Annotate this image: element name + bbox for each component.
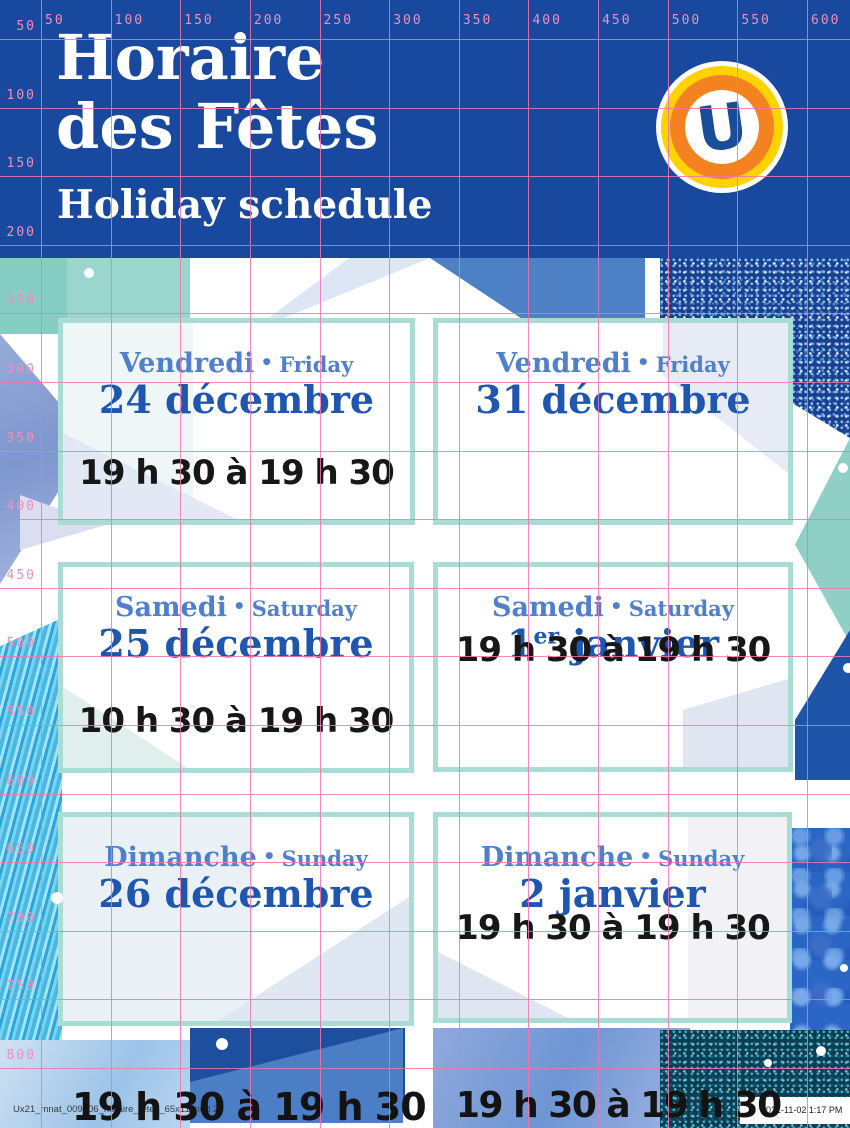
card-day-line: Vendredi • Friday [63,348,410,379]
card-day-line: Dimanche • Sunday [438,842,787,873]
day-english: Sunday [281,846,368,871]
day-english: Friday [655,352,730,377]
date-sup: er [533,623,560,650]
bullet-separator: • [260,350,274,374]
card-day-line: Dimanche • Sunday [63,842,409,873]
poster-title-line2: des Fêtes [56,90,379,163]
day-french: Dimanche [104,842,257,873]
confetti-dot [840,964,848,972]
day-english: Friday [279,352,354,377]
card-date: 24 décembre [63,377,410,422]
grid-hline [0,793,850,795]
collage-watercolor-bottom-left [0,1040,190,1128]
collage-teal-block-a [0,258,68,334]
day-english: Saturday [251,596,357,621]
bullet-separator: • [639,844,653,868]
proof-filename-slug: Ux21_mnat_009_06_horaire_fetes_65x11.ind… [13,1104,219,1115]
timestamp-chip [740,1097,850,1124]
poster-title-line1: Horaire [56,21,325,94]
collage-cyan-brush-texture [0,618,62,1088]
card-time: 19 h 30 à 19 h 30 [79,453,395,493]
bullet-separator: • [636,350,650,374]
date-main: 2 janvier [519,871,706,916]
card-date: 25 décembre [63,621,409,666]
confetti-dot [843,663,850,673]
confetti-dot [838,463,848,473]
overflow-time-right: 19 h 30 à 19 h 30 [455,1085,782,1126]
card-time: 10 h 30 à 19 h 30 [78,701,395,741]
card-day-line: Vendredi • Friday [438,348,788,379]
card-date: 31 décembre [438,377,788,422]
date-main: 25 décembre [98,621,374,666]
confetti-dot [216,1038,228,1050]
schedule-card-jan1: Samedi • Saturday 1er janvier 19 h 30 à 19… [433,562,793,772]
collage-blue-crumble-texture [790,828,850,1038]
poster-subtitle: Holiday schedule [57,182,433,228]
confetti-dot [764,1059,772,1067]
date-main: 31 décembre [475,377,751,422]
card-tint [683,679,788,767]
card-date: 26 décembre [63,871,409,916]
date-tail: janvier [559,621,719,666]
bullet-separator: • [262,844,276,868]
schedule-card-dec24: Vendredi • Friday 24 décembre 19 h 30 à 19… [58,318,415,525]
confetti-dot [51,892,63,904]
schedule-card-dec31: Vendredi • Friday 31 décembre [433,318,793,525]
card-date: 2 janvier [438,871,787,916]
day-french: Vendredi [496,348,631,379]
day-french: Dimanche [480,842,634,873]
u-banner-logo-icon: U [656,61,788,193]
schedule-card-dec25: Samedi • Saturday 25 décembre 10 h 30 à 19… [58,562,414,773]
confetti-dot [816,1046,826,1056]
date-main: 24 décembre [98,377,375,422]
schedule-card-jan2: Dimanche • Sunday 2 janvier 19 h 30 à 19 h… [433,812,792,1023]
day-english: Sunday [658,846,745,871]
confetti-dot [84,268,94,278]
overflow-time-left: 19 h 30 à 19 h 30 [72,1085,427,1128]
card-tint [63,817,253,1021]
card-time: 19 h 30 à 19 h 30 [455,908,771,948]
logo-letter: U [692,88,752,167]
card-day-line: Samedi • Saturday [438,592,788,623]
bullet-separator: • [232,594,246,618]
card-tint [438,952,568,1018]
day-english: Saturday [628,596,734,621]
bullet-separator: • [609,594,623,618]
day-french: Vendredi [119,348,255,379]
day-french: Samedi [115,592,227,623]
collage-watercolor-bottom-center [433,1028,690,1128]
day-french: Samedi [492,592,604,623]
collage-darkblue-triangle-right [795,630,850,780]
card-time-overlapping: 19 h 30 à 19 h 30 [455,630,772,670]
date-main: 26 décembre [98,871,374,916]
proof-timestamp: 2021-11-02 1:17 PM [761,1105,843,1115]
schedule-card-dec26: Dimanche • Sunday 26 décembre [58,812,414,1026]
card-day-line: Samedi • Saturday [63,592,409,623]
card-date: 1er janvier [438,621,788,666]
